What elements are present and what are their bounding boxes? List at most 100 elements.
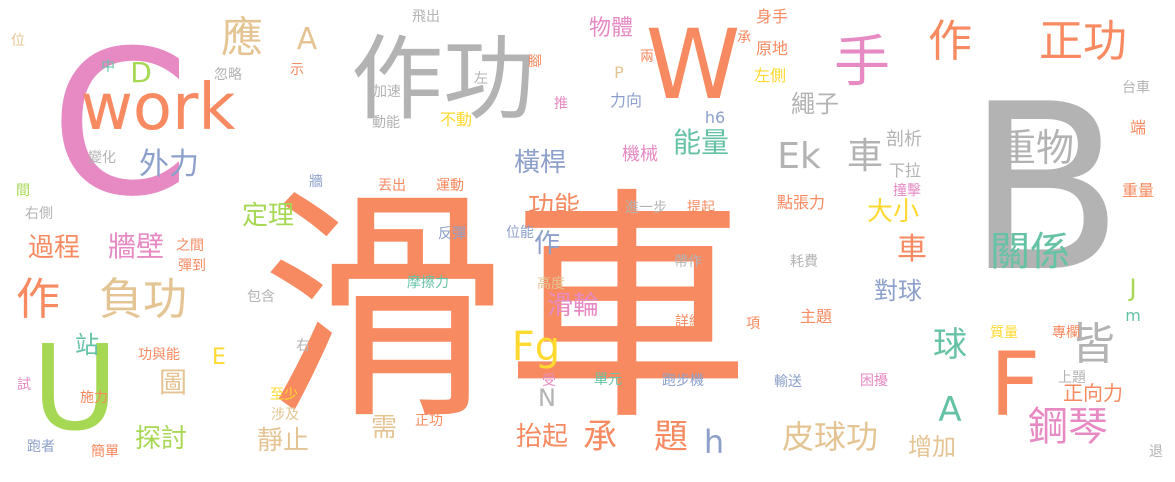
word-70: h6: [704, 108, 726, 127]
word-104: 單元: [594, 372, 622, 388]
word-29: 皮球功: [781, 418, 879, 456]
word-58: 撞擊: [893, 183, 921, 199]
word-81: 變化: [88, 150, 116, 166]
word-5: work: [80, 71, 236, 145]
word-112: 受: [542, 373, 556, 389]
word-32: 能量: [672, 126, 730, 159]
word-61: 端: [1129, 118, 1147, 137]
word-103: 功與能: [138, 347, 180, 363]
word-35: 作: [533, 229, 561, 259]
word-71: 推: [554, 96, 568, 112]
word-50: J: [1129, 274, 1137, 302]
word-105: 跑步機: [662, 373, 704, 389]
word-75: 左: [474, 71, 488, 87]
word-89: 位能: [506, 225, 534, 241]
word-34: 功能: [527, 192, 581, 222]
word-64: 左側: [753, 66, 787, 85]
word-109: 至少: [270, 387, 298, 403]
word-45: 抬起: [515, 422, 569, 452]
word-95: 高度: [537, 276, 565, 292]
word-10: 正功: [1039, 16, 1127, 67]
word-7: F: [989, 333, 1041, 436]
word-119: 右側: [25, 206, 53, 222]
word-87: 點張力: [776, 193, 826, 212]
word-82: 牆: [309, 174, 323, 190]
word-33: 橫桿: [513, 148, 567, 178]
word-13: 車: [846, 136, 884, 177]
word-9: 作: [928, 16, 972, 67]
word-99: 質量: [990, 325, 1018, 341]
word-22: 外力: [139, 147, 199, 182]
word-16: 關係: [990, 229, 1070, 275]
word-1: B: [966, 56, 1124, 323]
word-80: 位: [11, 33, 25, 49]
word-114: 施力: [80, 390, 108, 406]
word-27: 承: [583, 417, 617, 457]
word-53: 繩子: [791, 90, 839, 118]
word-36: 滑輪: [546, 291, 600, 321]
word-37: 車: [897, 232, 927, 267]
word-108: 上題: [1058, 370, 1086, 386]
word-49: E: [212, 345, 226, 370]
word-107: 困擾: [860, 373, 888, 389]
word-66: 兩: [640, 49, 654, 65]
word-77: 忽略: [214, 67, 242, 83]
word-19: 應: [220, 13, 264, 62]
word-39: 對球: [874, 277, 922, 305]
word-113: 試: [17, 377, 31, 393]
word-100: 專欄: [1052, 325, 1080, 341]
word-106: 輸送: [774, 374, 802, 390]
word-69: 力向: [609, 91, 643, 110]
word-102: 右: [296, 338, 310, 354]
word-101: 包含: [247, 289, 275, 305]
word-0: 滑車: [260, 167, 750, 453]
word-2: C: [50, 8, 190, 241]
word-6: U: [31, 319, 119, 457]
word-60: 台車: [1122, 80, 1150, 96]
word-90: 之間: [176, 238, 204, 254]
word-52: 物體: [588, 16, 634, 41]
word-72: 不動: [439, 110, 473, 129]
word-4: W: [645, 9, 741, 121]
word-93: 耗費: [790, 254, 818, 270]
word-21: D: [130, 56, 152, 89]
word-41: 站: [75, 331, 99, 359]
word-115: 跑者: [27, 439, 55, 455]
word-55: 機械: [622, 144, 658, 165]
word-23: 過程: [27, 233, 81, 263]
word-74: 加速: [373, 84, 401, 100]
word-24: 牆壁: [107, 230, 165, 263]
word-116: 簡單: [91, 444, 119, 460]
word-68: P: [614, 63, 624, 82]
word-83: 丟出: [378, 178, 406, 194]
word-88: 反彈: [438, 226, 466, 242]
word-48: N: [538, 384, 556, 412]
word-96: 詳細: [675, 314, 703, 330]
word-43: 探討: [134, 424, 188, 454]
word-84: 運動: [436, 178, 464, 194]
word-110: 涉及: [271, 407, 299, 423]
word-65: 承: [737, 30, 751, 46]
word-14: 皆: [1071, 319, 1115, 370]
word-40: 增加: [908, 433, 956, 461]
word-26: Fg: [511, 324, 561, 370]
word-111: 正功: [415, 413, 443, 429]
word-73: 動能: [372, 115, 400, 131]
word-97: 項: [746, 316, 760, 332]
word-79: 中: [101, 59, 115, 75]
word-8: 手: [834, 30, 890, 95]
word-28: 題: [654, 417, 688, 457]
word-76: 飛出: [412, 9, 440, 25]
word-92: 帶作: [674, 254, 702, 270]
word-67: 腳: [528, 54, 542, 70]
word-78: 示: [290, 62, 304, 78]
word-38: 大小: [866, 197, 920, 227]
word-91: 彈到: [178, 258, 206, 274]
word-57: 下拉: [888, 161, 922, 180]
word-47: h: [703, 423, 725, 461]
word-42: 圖: [158, 366, 188, 399]
word-11: 重物: [997, 126, 1075, 170]
word-51: m: [1125, 306, 1141, 325]
word-46: 需: [370, 413, 398, 443]
